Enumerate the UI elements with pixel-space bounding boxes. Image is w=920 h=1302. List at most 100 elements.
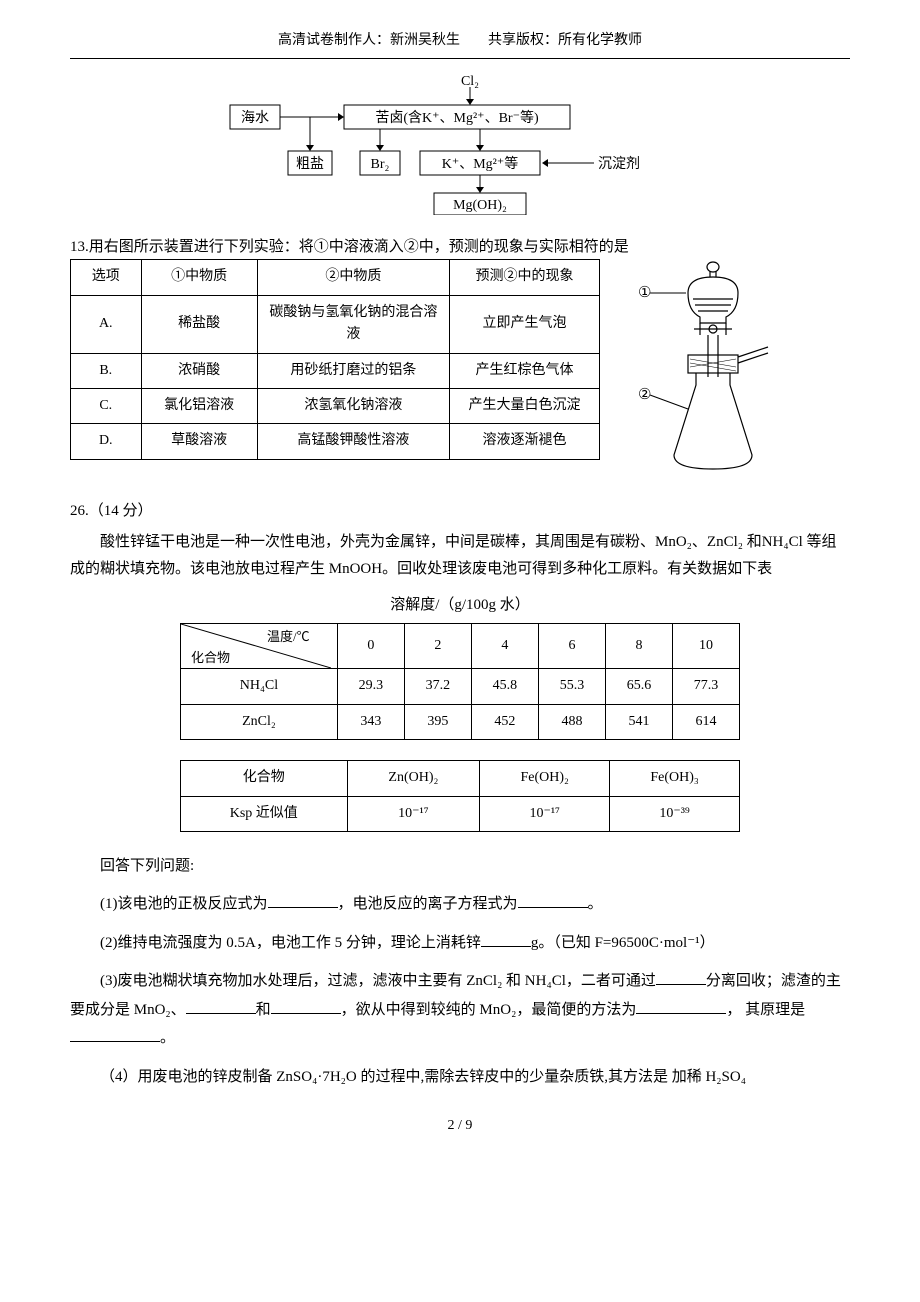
table-row: 选项 ①中物质 ②中物质 预测②中的现象 bbox=[71, 260, 600, 295]
flow-cl2: Cl₂ bbox=[461, 75, 479, 89]
q13-table: 选项 ①中物质 ②中物质 预测②中的现象 A. 稀盐酸 碳酸钠与氢氧化钠的混合溶… bbox=[70, 259, 600, 459]
page-footer: 2 / 9 bbox=[70, 1115, 850, 1137]
cell: 10⁻¹⁷ bbox=[347, 796, 480, 831]
blank bbox=[481, 931, 531, 947]
solubility-table: 温度/℃ 化合物 0 2 4 6 8 10 NH₄Cl 29.3 37.2 45… bbox=[180, 623, 740, 740]
diag-bot: 化合物 bbox=[191, 650, 230, 665]
question-26: 26.（14 分） 酸性锌锰干电池是一种一次性电池，外壳为金属锌，中间是碳棒，其… bbox=[70, 499, 850, 1091]
label-2: ② bbox=[638, 387, 651, 403]
q26-answers: 回答下列问题: (1)该电池的正极反应式为，电池反应的离子方程式为。 (2)维持… bbox=[70, 852, 850, 1092]
cell: A. bbox=[71, 295, 142, 353]
q13-h4: 预测②中的现象 bbox=[449, 260, 599, 295]
text: g。（已知 F=96500C·mol⁻¹） bbox=[531, 935, 715, 951]
answer-1: (1)该电池的正极反应式为 ，电池反应的离子方程式为 。 bbox=[70, 890, 850, 919]
text: 和 bbox=[256, 1002, 271, 1018]
cell: 浓硝酸 bbox=[141, 353, 257, 388]
cell: 55.3 bbox=[538, 669, 605, 704]
cell: D. bbox=[71, 424, 142, 459]
cell: Zn(OH)₂ bbox=[347, 761, 480, 796]
text: 。 bbox=[588, 896, 603, 912]
cell: 碳酸钠与氢氧化钠的混合溶液 bbox=[257, 295, 449, 353]
q26-number: 26.（14 分） bbox=[70, 499, 850, 523]
q13-stem: 13.用右图所示装置进行下列实验：将①中溶液滴入②中，预测的现象与实际相符的是 bbox=[70, 235, 850, 259]
text: ，欲从中得到较纯的 MnO₂，最简便的方法为 bbox=[341, 1002, 637, 1018]
cell: Ksp 近似值 bbox=[181, 796, 348, 831]
q13-h2: ①中物质 bbox=[141, 260, 257, 295]
cell: 氯化铝溶液 bbox=[141, 388, 257, 423]
cell: 10⁻¹⁷ bbox=[480, 796, 610, 831]
blank bbox=[636, 998, 726, 1014]
answer-4: （4）用废电池的锌皮制备 ZnSO₄·7H₂O 的过程中,需除去锌皮中的少量杂质… bbox=[70, 1063, 850, 1092]
table-row: C. 氯化铝溶液 浓氢氧化钠溶液 产生大量白色沉淀 bbox=[71, 388, 600, 423]
cell: 稀盐酸 bbox=[141, 295, 257, 353]
cell: 45.8 bbox=[471, 669, 538, 704]
cell: NH₄Cl bbox=[181, 669, 338, 704]
cell: 488 bbox=[538, 704, 605, 739]
q13-h1: 选项 bbox=[71, 260, 142, 295]
table-row: D. 草酸溶液 高锰酸钾酸性溶液 溶液逐渐褪色 bbox=[71, 424, 600, 459]
flow-seawater: 海水 bbox=[241, 110, 269, 126]
table-row: ZnCl₂ 343 395 452 488 541 614 bbox=[181, 704, 740, 739]
cell: 产生大量白色沉淀 bbox=[449, 388, 599, 423]
cell: 65.6 bbox=[605, 669, 672, 704]
text: (1)该电池的正极反应式为 bbox=[100, 896, 268, 912]
q13-h3: ②中物质 bbox=[257, 260, 449, 295]
cell: 高锰酸钾酸性溶液 bbox=[257, 424, 449, 459]
cell: 395 bbox=[404, 704, 471, 739]
cell: C. bbox=[71, 388, 142, 423]
cell: 452 bbox=[471, 704, 538, 739]
answer-2: (2)维持电流强度为 0.5A，电池工作 5 分钟，理论上消耗锌 g。（已知 F=… bbox=[70, 929, 850, 958]
cell: Fe(OH)₃ bbox=[610, 761, 740, 796]
diag-header: 温度/℃ 化合物 bbox=[181, 624, 338, 669]
cell: 溶液逐渐褪色 bbox=[449, 424, 599, 459]
text: ，电池反应的离子方程式为 bbox=[338, 896, 518, 912]
table-row: 温度/℃ 化合物 0 2 4 6 8 10 bbox=[181, 624, 740, 669]
cell: 6 bbox=[538, 624, 605, 669]
table-row: Ksp 近似值 10⁻¹⁷ 10⁻¹⁷ 10⁻³⁹ bbox=[181, 796, 740, 831]
text: (2)维持电流强度为 0.5A，电池工作 5 分钟，理论上消耗锌 bbox=[100, 935, 481, 951]
cell: 541 bbox=[605, 704, 672, 739]
cell: 37.2 bbox=[404, 669, 471, 704]
cell: 用砂纸打磨过的铝条 bbox=[257, 353, 449, 388]
page-header: 高清试卷制作人：新洲吴秋生 共享版权：所有化学教师 bbox=[70, 30, 850, 59]
cell: 614 bbox=[672, 704, 739, 739]
blank bbox=[186, 998, 256, 1014]
flow-bittern: 苦卤(含K⁺、Mg²⁺、Br⁻等) bbox=[375, 109, 539, 126]
cell: 29.3 bbox=[337, 669, 404, 704]
text: 。 bbox=[160, 1030, 175, 1046]
ksp-table: 化合物 Zn(OH)₂ Fe(OH)₂ Fe(OH)₃ Ksp 近似值 10⁻¹… bbox=[180, 760, 740, 832]
cell: 8 bbox=[605, 624, 672, 669]
cell: Fe(OH)₂ bbox=[480, 761, 610, 796]
cell: 产生红棕色气体 bbox=[449, 353, 599, 388]
blank bbox=[271, 998, 341, 1014]
flow-crude-salt: 粗盐 bbox=[296, 156, 324, 172]
text: (3)废电池糊状填充物加水处理后，过滤，滤液中主要有 ZnCl₂ 和 NH₄Cl… bbox=[100, 973, 656, 989]
cell: 浓氢氧化钠溶液 bbox=[257, 388, 449, 423]
flow-precip: 沉淀剂 bbox=[598, 156, 640, 172]
flow-k-mg: K⁺、Mg²⁺等 bbox=[442, 155, 519, 172]
cell: 77.3 bbox=[672, 669, 739, 704]
cell: 343 bbox=[337, 704, 404, 739]
flowchart: Cl₂ 海水 苦卤(含K⁺、Mg²⁺、Br⁻等) 粗盐 Br₂ bbox=[70, 75, 850, 215]
cell: 化合物 bbox=[181, 761, 348, 796]
cell: B. bbox=[71, 353, 142, 388]
cell: 0 bbox=[337, 624, 404, 669]
question-13: 13.用右图所示装置进行下列实验：将①中溶液滴入②中，预测的现象与实际相符的是 … bbox=[70, 235, 850, 487]
flow-br2: Br₂ bbox=[371, 157, 390, 172]
blank bbox=[518, 892, 588, 908]
cell: 立即产生气泡 bbox=[449, 295, 599, 353]
flow-mgoh2: Mg(OH)₂ bbox=[453, 198, 507, 213]
blank bbox=[70, 1026, 160, 1042]
text: ， 其原理是 bbox=[726, 1002, 805, 1018]
cell: 10⁻³⁹ bbox=[610, 796, 740, 831]
blank bbox=[656, 969, 706, 985]
t1-caption: 溶解度/（g/100g 水） bbox=[70, 593, 850, 617]
table-row: A. 稀盐酸 碳酸钠与氢氧化钠的混合溶液 立即产生气泡 bbox=[71, 295, 600, 353]
table-row: 化合物 Zn(OH)₂ Fe(OH)₂ Fe(OH)₃ bbox=[181, 761, 740, 796]
label-1: ① bbox=[638, 285, 651, 301]
answers-title: 回答下列问题: bbox=[70, 852, 850, 881]
table-row: B. 浓硝酸 用砂纸打磨过的铝条 产生红棕色气体 bbox=[71, 353, 600, 388]
table-row: NH₄Cl 29.3 37.2 45.8 55.3 65.6 77.3 bbox=[181, 669, 740, 704]
cell: 4 bbox=[471, 624, 538, 669]
q26-para1: 酸性锌锰干电池是一种一次性电池，外壳为金属锌，中间是碳棒，其周围是有碳粉、MnO… bbox=[70, 529, 850, 583]
